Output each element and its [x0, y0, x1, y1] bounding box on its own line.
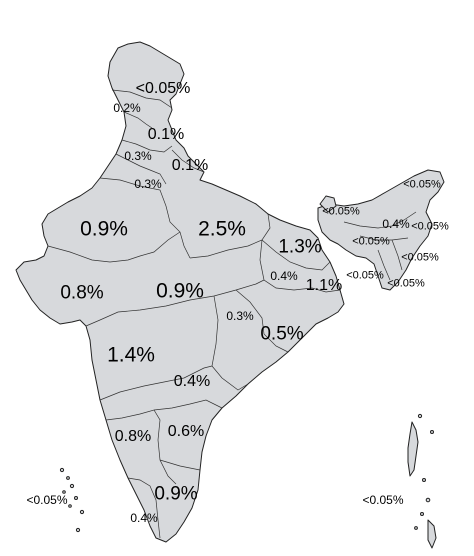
label-punjab: 0.1% — [147, 126, 185, 143]
state-borders — [47, 89, 417, 539]
label-madhya-pradesh: 0.9% — [156, 279, 204, 303]
label-manipur: <0.05% — [401, 251, 439, 264]
label-haryana: 0.3% — [124, 149, 152, 163]
label-telangana: 0.4% — [173, 373, 211, 390]
label-delhi: 0.3% — [134, 177, 162, 191]
label-odisha: 0.5% — [260, 323, 304, 345]
india-mainland — [15, 41, 345, 543]
northeast-region — [317, 169, 445, 291]
label-arunachal: <0.05% — [403, 178, 441, 191]
label-west-bengal: 1.1% — [305, 277, 343, 294]
label-lakshadweep: <0.05% — [26, 493, 68, 507]
label-andaman-nicobar: <0.05% — [362, 493, 404, 507]
label-andhra-pradesh: 0.6% — [167, 423, 205, 440]
label-kerala: 0.4% — [130, 511, 158, 525]
label-jharkhand: 0.4% — [270, 269, 298, 283]
andaman-nicobar-islands — [407, 413, 437, 549]
label-tripura: <0.05% — [346, 269, 384, 282]
label-meghalaya: <0.05% — [352, 235, 390, 248]
label-rajasthan: 0.9% — [80, 217, 128, 241]
label-karnataka: 0.8% — [114, 428, 152, 445]
label-gujarat: 0.8% — [60, 282, 104, 304]
label-assam: 0.4% — [382, 217, 410, 231]
sikkim-region — [319, 195, 337, 213]
label-tamil-nadu: 0.9% — [154, 483, 198, 505]
label-sikkim: <0.05% — [322, 205, 360, 218]
label-chhattisgarh: 0.3% — [226, 309, 254, 323]
label-jammu-kashmir: <0.05% — [135, 80, 191, 97]
label-uttarakhand: 0.1% — [171, 157, 209, 174]
label-uttar-pradesh: 2.5% — [198, 217, 246, 241]
label-himachal: 0.2% — [113, 101, 141, 115]
label-bihar: 1.3% — [278, 236, 322, 258]
label-maharashtra: 1.4% — [107, 343, 155, 367]
label-mizoram: <0.05% — [387, 277, 425, 290]
label-nagaland: <0.05% — [411, 220, 449, 233]
lakshadweep-islands — [59, 467, 85, 533]
